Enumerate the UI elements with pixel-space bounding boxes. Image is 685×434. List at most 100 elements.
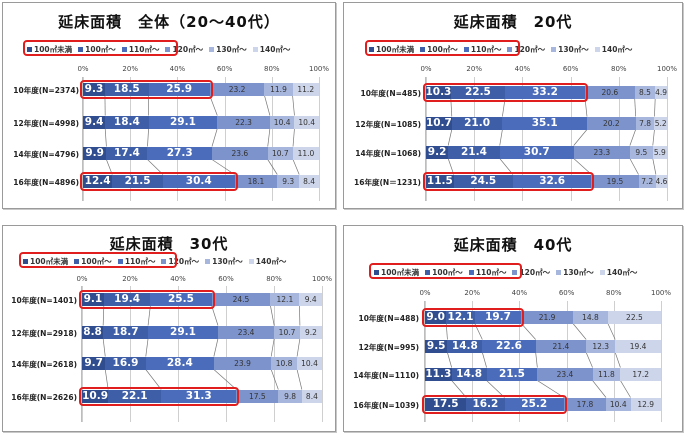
legend-swatch-icon xyxy=(594,47,600,52)
legend-label: 140㎡〜 xyxy=(601,45,633,54)
gridline xyxy=(178,286,179,422)
x-axis-tick-label: 60% xyxy=(216,65,233,73)
category-label: 12年度(N=1085) xyxy=(355,119,421,129)
bar-segment: 28.4 xyxy=(145,356,214,370)
bar-segment: 17.2 xyxy=(620,367,661,381)
legend-item: 140㎡〜 xyxy=(599,267,638,278)
bar-segment: 11.9 xyxy=(264,82,293,96)
x-axis-tick-label: 80% xyxy=(611,65,627,73)
legend-label: 140㎡〜 xyxy=(259,45,291,54)
legend-item: 140㎡〜 xyxy=(252,44,291,55)
bar-segment: 27.3 xyxy=(147,146,212,160)
series-connector-lines xyxy=(445,323,631,398)
bar-segment: 17.4 xyxy=(106,146,148,160)
bar-segment: 11.8 xyxy=(592,367,621,381)
x-axis-tick-label: 80% xyxy=(606,289,622,297)
bar-segment: 22.5 xyxy=(450,85,506,99)
bar-segment: 24.5 xyxy=(453,174,513,188)
bar-segment: 21.5 xyxy=(112,174,163,188)
legend-item: 100㎡〜 xyxy=(420,44,458,55)
x-axis-tick-label: 100% xyxy=(311,275,333,283)
x-axis-tick-label: 40% xyxy=(511,289,528,297)
bar-segment: 10.7 xyxy=(274,325,300,339)
legend-label: 140㎡〜 xyxy=(255,257,287,266)
stacked-bar: 10.7 21.0 35.1 20.2 7.8 5.2 xyxy=(426,116,667,130)
chart-legend: 100㎡未満 100㎡〜 110㎡〜 120㎡〜 130㎡〜 140㎡〜 xyxy=(27,44,290,55)
x-axis-tick-label: 100% xyxy=(656,65,678,73)
legend-swatch-icon xyxy=(165,47,171,52)
category-label: 12年度(N=995) xyxy=(358,342,419,352)
legend-swatch-icon xyxy=(248,259,254,264)
legend-label: 100㎡〜 xyxy=(427,45,458,54)
legend-swatch-icon xyxy=(252,47,258,52)
x-axis-tick-label: 60% xyxy=(562,65,579,73)
y-axis-line xyxy=(82,77,83,201)
bar-segment: 19.4 xyxy=(103,292,151,306)
bar-segment: 10.3 xyxy=(426,85,451,99)
bar-segment: 23.6 xyxy=(211,146,268,160)
bar-segment: 32.6 xyxy=(512,174,592,188)
bar-segment: 12.9 xyxy=(630,397,661,411)
bar-segment: 9.9 xyxy=(83,146,107,160)
legend-item: 140㎡〜 xyxy=(248,256,287,267)
legend-item: 100㎡〜 xyxy=(78,44,116,55)
stacked-bar: 11.5 24.5 32.6 19.5 7.2 4.6 xyxy=(426,174,667,188)
bar-segment: 20.6 xyxy=(585,85,635,99)
bar-segment: 25.2 xyxy=(504,397,564,411)
bar-segment: 9.7 xyxy=(82,356,106,370)
x-axis-tick-label: 100% xyxy=(650,289,672,297)
bar-segment: 12.1 xyxy=(270,292,300,306)
legend-item: 110㎡〜 xyxy=(117,256,155,267)
gridline xyxy=(613,301,615,422)
category-label: 12年度(N=4998) xyxy=(13,118,79,128)
bar-segment: 23.4 xyxy=(217,325,275,339)
category-label: 12年度(N=2918) xyxy=(11,328,77,338)
y-axis-line xyxy=(425,77,426,201)
bar-segment: 10.7 xyxy=(426,116,452,130)
bar-segment: 22.6 xyxy=(482,339,536,353)
legend-swatch-icon xyxy=(78,47,84,52)
legend-item: 100㎡〜 xyxy=(425,267,463,278)
legend-label: 110㎡〜 xyxy=(475,268,507,277)
category-label: 14年度(N=2618) xyxy=(11,359,77,369)
bar-segment: 18.1 xyxy=(234,174,278,188)
legend-item: 110㎡〜 xyxy=(468,267,507,278)
bar-segment: 16.2 xyxy=(466,397,505,411)
bar-segment: 9.5 xyxy=(629,145,653,159)
x-axis-tick-label: 0% xyxy=(76,275,88,283)
x-axis-tick-label: 20% xyxy=(122,65,138,73)
bar-segment: 29.1 xyxy=(148,325,218,339)
legend-swatch-icon xyxy=(23,259,28,264)
legend-label: 100㎡〜 xyxy=(432,268,463,277)
bar-segment: 16.9 xyxy=(105,356,146,370)
chart-title: 延床面積 30代 xyxy=(109,235,229,253)
chart-panel-20s: 延床面積 20代 100㎡未満 100㎡〜 110㎡〜 120㎡〜 130㎡〜 140㎡〜… xyxy=(343,2,683,209)
bar-segment: 12.1 xyxy=(446,310,475,324)
x-axis-tick-label: 40% xyxy=(170,275,186,283)
bar-segment: 18.7 xyxy=(103,325,149,339)
gridline xyxy=(130,286,131,422)
x-axis-tick-label: 40% xyxy=(514,65,531,73)
category-label: 16年度(N=2626) xyxy=(11,392,77,402)
category-label: 14年度(N=4796) xyxy=(13,149,79,159)
x-axis-tick-label: 0% xyxy=(420,65,432,73)
gridline xyxy=(226,286,227,422)
bar-segment: 10.4 xyxy=(294,115,319,129)
legend-swatch-icon xyxy=(117,259,123,264)
bar-segment: 22.1 xyxy=(108,389,162,403)
gridline xyxy=(667,77,668,201)
category-label: 10年度(N=2374) xyxy=(13,85,79,95)
stacked-bar: 10.9 22.1 31.3 17.5 9.8 8.4 xyxy=(82,389,322,403)
stacked-bar: 9.2 21.4 30.7 23.3 9.5 5.9 xyxy=(426,145,667,159)
bar-segment: 4.9 xyxy=(655,85,667,99)
legend-item: 110㎡〜 xyxy=(463,44,501,55)
legend-label: 140㎡〜 xyxy=(606,268,638,277)
legend-label: 130㎡〜 xyxy=(216,45,247,54)
bar-segment: 29.1 xyxy=(148,115,218,129)
bar-segment: 25.9 xyxy=(148,82,210,96)
x-axis-tick-label: 60% xyxy=(558,289,575,297)
gridline xyxy=(319,77,320,201)
bar-segment: 35.1 xyxy=(502,116,587,130)
bar-segment: 11.0 xyxy=(292,146,319,160)
legend-item: 100㎡未満 xyxy=(27,44,72,55)
